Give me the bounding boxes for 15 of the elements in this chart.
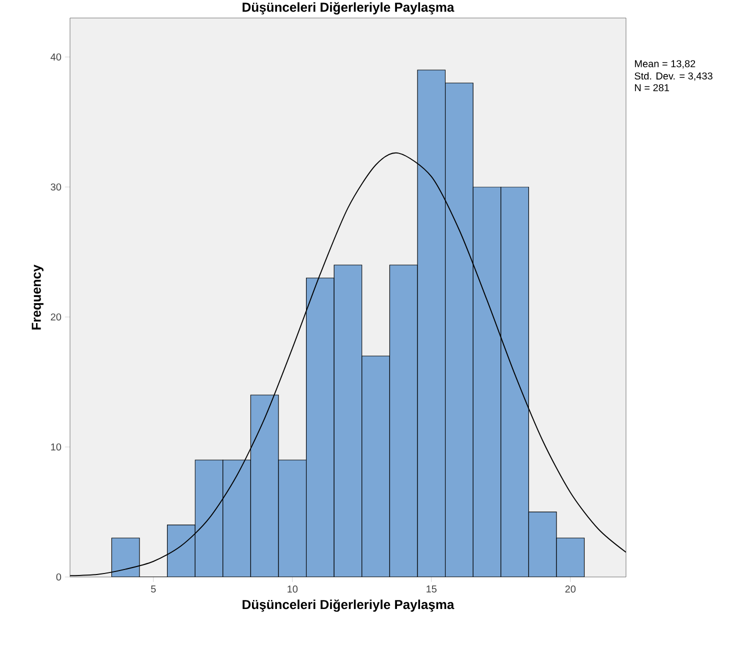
text: N = 281: [635, 84, 670, 92]
text: Std. Dev. = 3,433: [634, 72, 712, 81]
text: Mean = 13,82: [635, 60, 696, 68]
x-tick-label: 15: [426, 586, 437, 592]
x-tick-label: 10: [288, 586, 298, 593]
x-tick-label: 20: [565, 586, 576, 593]
x-axis-title: Düşünceleri Diğerleriyle Paylaşma: [242, 599, 454, 612]
x-tick-label: 5: [151, 586, 156, 592]
y-tick-label: 10: [51, 443, 62, 451]
y-tick-label: 20: [50, 313, 62, 321]
y-axis-title: Frequency: [32, 264, 44, 330]
y-tick-label: 0: [56, 573, 62, 581]
y-tick-label: 40: [50, 53, 62, 61]
y-tick-label: 30: [50, 183, 62, 191]
chart-title: Düşünceleri Diğerleriyle Paylaşma: [242, 2, 454, 14]
